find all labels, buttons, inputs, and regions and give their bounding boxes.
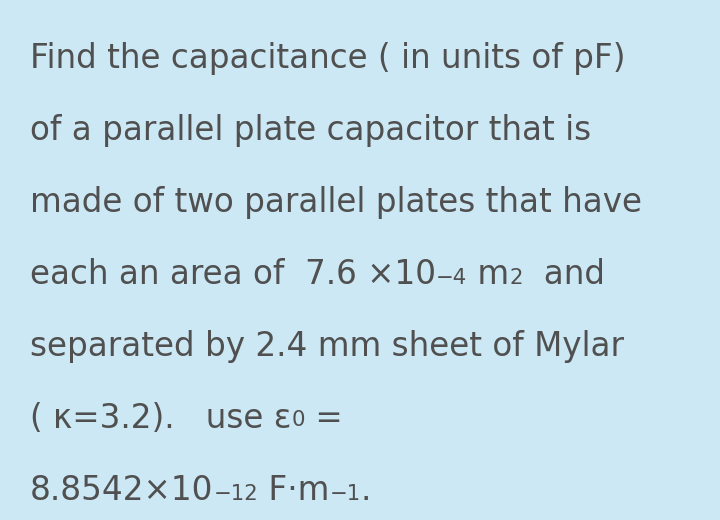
Text: 2: 2 [509, 268, 523, 288]
Text: 0: 0 [292, 410, 305, 430]
Text: −12: −12 [213, 484, 258, 504]
Text: −4: −4 [436, 268, 467, 288]
Text: F·m: F·m [258, 474, 330, 507]
Text: made of two parallel plates that have: made of two parallel plates that have [30, 186, 642, 219]
Text: of a parallel plate capacitor that is: of a parallel plate capacitor that is [30, 114, 591, 147]
Text: ( κ=3.2).   use ε: ( κ=3.2). use ε [30, 402, 292, 435]
Text: =: = [305, 402, 343, 435]
Text: 8.8542×10: 8.8542×10 [30, 474, 213, 507]
Text: and: and [523, 258, 605, 291]
Text: m: m [467, 258, 509, 291]
Text: .: . [361, 474, 371, 507]
Text: Find the capacitance ( in units of pF): Find the capacitance ( in units of pF) [30, 42, 626, 75]
Text: each an area of  7.6 ×10: each an area of 7.6 ×10 [30, 258, 436, 291]
Text: separated by 2.4 mm sheet of Mylar: separated by 2.4 mm sheet of Mylar [30, 330, 624, 363]
Text: −1: −1 [330, 484, 361, 504]
